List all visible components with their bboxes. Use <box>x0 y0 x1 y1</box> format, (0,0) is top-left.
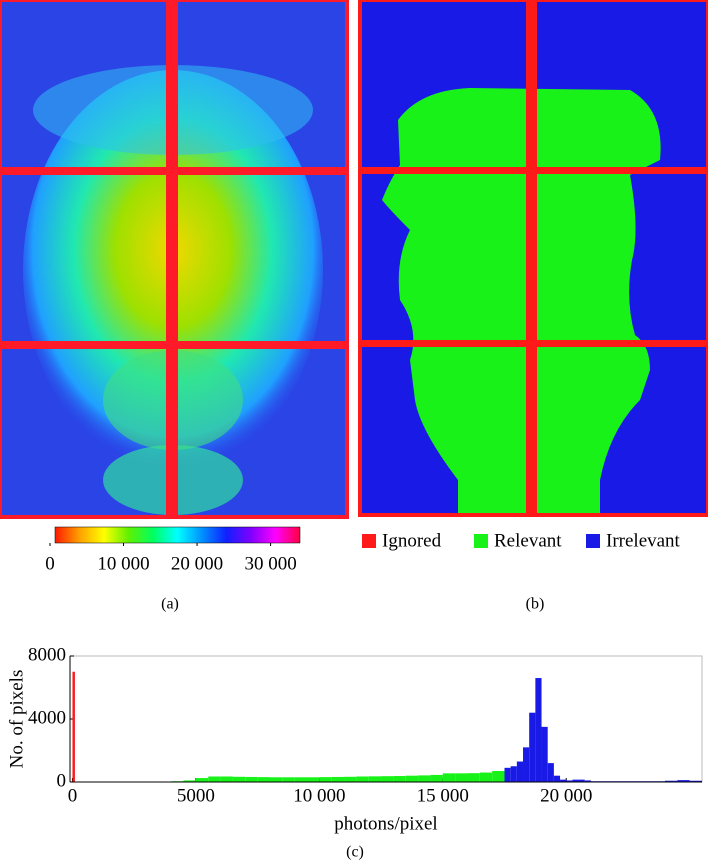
histogram-bar <box>294 777 307 782</box>
histogram-bar <box>245 776 258 782</box>
histogram-bar <box>381 776 394 782</box>
caption: (b) <box>526 596 545 613</box>
histogram-bar <box>560 779 567 782</box>
histogram-bar <box>677 780 690 782</box>
histogram-bar <box>510 766 517 782</box>
legend-swatch <box>586 534 600 548</box>
histogram-bar <box>442 773 456 782</box>
histogram-bar <box>689 780 702 782</box>
histogram-bar <box>492 770 505 782</box>
histogram-bar <box>232 776 246 782</box>
histogram-bar <box>368 776 382 782</box>
histogram-bar <box>566 780 573 782</box>
legend-swatch <box>474 534 488 548</box>
histogram-bar <box>418 775 431 782</box>
colorbar-tick-label: 0 <box>45 553 55 574</box>
histogram-bar <box>319 777 332 782</box>
histogram-bar <box>523 747 530 782</box>
histogram-bar <box>516 761 524 782</box>
histogram-bar <box>72 671 75 782</box>
histogram-bar <box>183 780 196 782</box>
histogram-bar <box>535 678 542 782</box>
legend-swatch <box>362 534 376 548</box>
colorbar-tick-label: 10 000 <box>97 553 149 574</box>
colorbar <box>54 526 301 544</box>
caption: (c) <box>346 844 364 861</box>
x-tick-label: 0 <box>68 785 78 806</box>
histogram-bar <box>664 780 678 782</box>
histogram-bar <box>572 779 579 782</box>
colorbar-tick-label: 20 000 <box>171 553 223 574</box>
legend-label: Relevant <box>494 530 562 551</box>
histogram-bar <box>578 779 585 782</box>
histogram-bar <box>195 778 209 782</box>
x-tick-label: 10 000 <box>293 785 345 806</box>
histogram-bar <box>504 767 511 782</box>
caption: (a) <box>161 596 179 613</box>
histogram-bar <box>430 774 443 782</box>
y-axis-label: No. of pixels <box>6 670 27 769</box>
y-tick-label: 0 <box>57 770 67 791</box>
mask-image <box>358 0 708 517</box>
histogram-bar <box>269 777 283 782</box>
detector-image <box>0 0 349 519</box>
y-tick-label: 8000 <box>28 644 66 665</box>
histogram-bar <box>393 776 406 782</box>
colorbar-tick-label: 30 000 <box>244 553 296 574</box>
histogram-bar <box>356 776 369 782</box>
histogram-bar <box>331 776 345 782</box>
histogram-bar <box>467 773 480 782</box>
histogram-bar <box>208 776 221 782</box>
histogram-bar <box>307 777 320 782</box>
histogram-bar <box>344 776 357 782</box>
x-axis-label: photons/pixel <box>334 813 437 834</box>
histogram-bar <box>479 772 493 782</box>
histogram-bar <box>529 712 536 782</box>
y-tick-label: 4000 <box>28 707 66 728</box>
x-tick-label: 5000 <box>177 785 215 806</box>
histogram-bar <box>541 726 548 782</box>
histogram-bar <box>584 780 591 782</box>
plot-frame <box>69 655 703 783</box>
histogram-bar <box>257 777 270 782</box>
histogram-bar <box>405 775 419 782</box>
x-tick-label: 20 000 <box>540 785 592 806</box>
histogram-bar <box>282 777 295 782</box>
legend-label: Ignored <box>382 530 442 551</box>
histogram-bar <box>553 775 561 782</box>
x-tick-label: 15 000 <box>417 785 469 806</box>
histogram-bar <box>455 773 468 782</box>
histogram-bar <box>547 763 554 782</box>
legend-label: Irrelevant <box>606 530 681 551</box>
histogram-bar <box>220 776 233 782</box>
